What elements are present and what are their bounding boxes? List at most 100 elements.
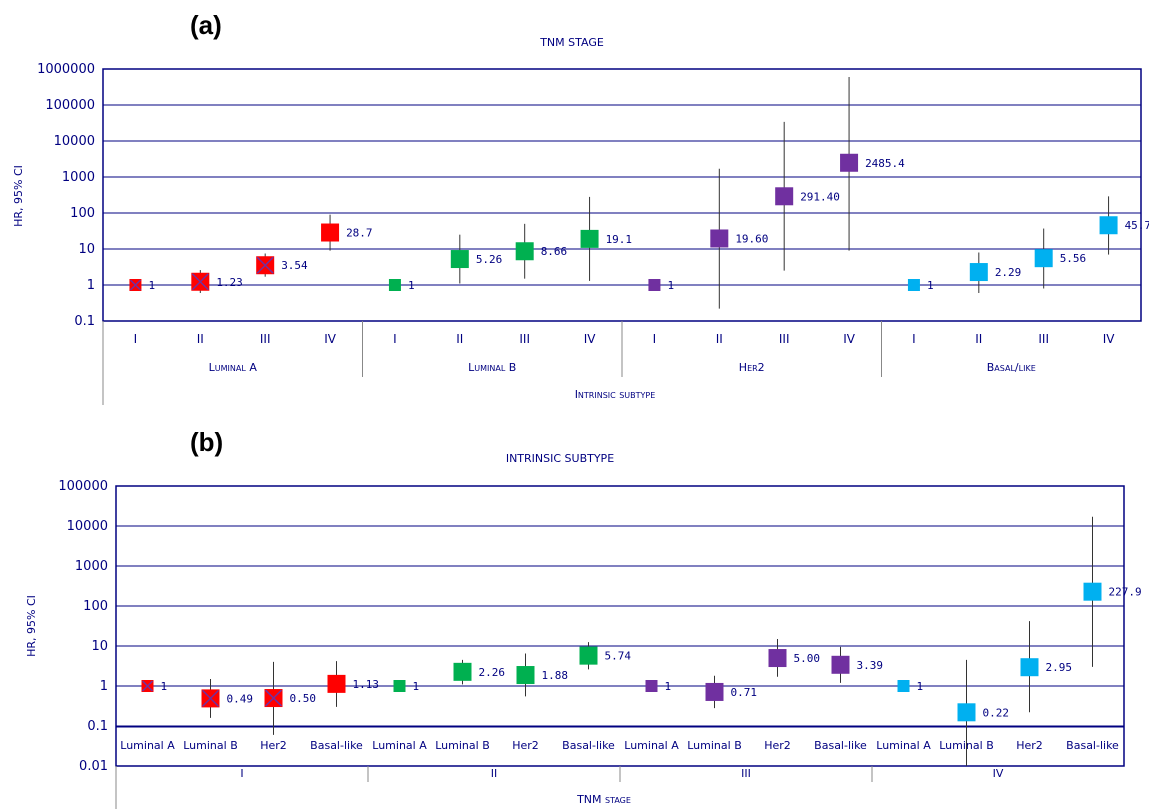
panel-a-category-label: II	[716, 332, 723, 346]
panel-b-ytick-label: 100000	[58, 479, 108, 494]
panel-a-point-cross	[191, 273, 209, 291]
panel-b-data-label: 0.71	[731, 686, 758, 699]
panel-a-point-marker	[775, 187, 794, 206]
panel-b-data-label: 2.26	[479, 666, 506, 679]
panel-b-category-label: Her2	[1016, 739, 1043, 752]
panel-b-data-label: 3.39	[857, 659, 884, 672]
panel-a-data-label: 8.66	[541, 245, 568, 258]
panel-a-point-marker	[648, 279, 661, 291]
panel-b-data-label: 0.49	[227, 692, 254, 705]
panel-a-title: TNM STAGE	[539, 36, 604, 49]
panel-a-category-label: I	[653, 332, 657, 346]
panel-a-group-label: Luminal A	[209, 361, 258, 374]
panel-b-ytick-label: 0.1	[87, 719, 108, 734]
panel-b-category-label: Her2	[764, 739, 791, 752]
panel-a-category-label: IV	[324, 332, 337, 346]
panel-a-category-label: III	[779, 332, 790, 346]
panel-b-category-label: Her2	[260, 739, 287, 752]
panel-a-point-marker	[321, 223, 340, 242]
panel-b-ytick-label: 100	[83, 599, 108, 614]
panel-b-data-label: 1	[413, 680, 420, 693]
panel-b-category-label: Luminal A	[876, 739, 931, 752]
panel-a-point-cross	[256, 256, 274, 274]
panel-b-point-cross	[141, 680, 154, 692]
panel-a-ytick-label: 1000	[62, 170, 95, 185]
panel-b-category-label: Basal-like	[1066, 739, 1119, 752]
panel-a-data-label: 1	[408, 279, 415, 292]
panel-a-data-label: 291.40	[800, 190, 840, 203]
panel-b-plot: 0.01 0.1 1 10 100 1000 10000 100000 I Luminal A 1 L…	[58, 479, 1142, 809]
panel-b-point-marker	[327, 674, 346, 693]
panel-b-point-marker	[957, 703, 976, 722]
panel-b-category-label: Basal-like	[814, 739, 867, 752]
panel-b-category-label: Luminal B	[183, 739, 238, 752]
panel-b-plot-frame	[115, 485, 1125, 767]
panel-a-plot-frame	[102, 68, 1142, 322]
panel-a-data-label: 5.26	[476, 253, 503, 266]
panel-a-data-label: 19.60	[735, 232, 768, 245]
panel-b-data-label: 5.00	[794, 652, 821, 665]
panel-b-ytick-label: 1	[100, 679, 108, 694]
panel-a-data-label: 28.7	[346, 227, 373, 240]
panel-b-data-label: 0.22	[983, 706, 1010, 719]
panel-a-point-marker	[969, 263, 988, 282]
panel-b-point-marker	[453, 662, 472, 681]
panel-a-category-label: IV	[1103, 332, 1116, 346]
panel-a-ytick-label: 1000000	[37, 62, 95, 77]
panel-b-point-marker	[1083, 582, 1102, 601]
panel-a-ytick-label: 0.1	[74, 314, 95, 329]
panel-a-data-label: 1	[148, 279, 155, 292]
panel-b-point-marker	[579, 646, 598, 665]
panel-a-ytick-label: 1	[87, 278, 95, 293]
panel-a-data-label: 1	[927, 279, 934, 292]
panel-a-group-label: Her2	[739, 361, 765, 374]
panel-b-point-cross	[201, 689, 220, 707]
panel-a-point-marker	[1034, 249, 1053, 268]
panel-b-data-label: 5.74	[605, 650, 632, 663]
panel-b-data-label: 0.50	[290, 692, 317, 705]
panel-b-point-marker	[645, 680, 658, 692]
panel-b-point-marker	[831, 655, 850, 674]
panel-b-category-label: Luminal A	[120, 739, 175, 752]
panel-a-category-label: II	[975, 332, 982, 346]
panel-a-point-marker	[1099, 216, 1118, 235]
panel-b-ytick-label: 10000	[67, 519, 108, 534]
panel-b-category-label: Luminal B	[435, 739, 490, 752]
panel-b-point-cross	[264, 689, 283, 707]
panel-a-ytick-label: 100000	[45, 98, 95, 113]
panel-b-category-label: Her2	[512, 739, 539, 752]
panel-b-category-label: Luminal A	[372, 739, 427, 752]
panel-b-ytick-label: 0.01	[79, 759, 108, 774]
panel-b-data-label: 1.88	[542, 669, 569, 682]
panel-a-xlabel: Intrinsic subtype	[575, 388, 656, 401]
panel-b-point-marker	[768, 649, 787, 668]
panel-a-data-label: 2485.4	[865, 157, 905, 170]
panel-a-category-label: I	[134, 332, 138, 346]
panel-a-category-label: III	[1038, 332, 1049, 346]
panel-a-category-label: I	[393, 332, 397, 346]
panel-a-data-label: 1.23	[216, 276, 243, 289]
panel-b-data-label: 227.9	[1109, 586, 1142, 599]
panel-b-data-label: 1	[665, 680, 672, 693]
panel-a-data-label: 19.1	[606, 233, 633, 246]
panel-a-point-marker	[710, 229, 729, 248]
panel-a-group-label: Luminal B	[468, 361, 516, 374]
panel-a-data-label: 45.7	[1125, 219, 1149, 232]
panel-a-ytick-label: 10	[78, 242, 95, 257]
panel-b-group-label: III	[741, 767, 751, 780]
panel-b-data-label: 1	[917, 680, 924, 693]
panel-a-category-label: IV	[843, 332, 856, 346]
panel-b-category-label: Luminal B	[687, 739, 742, 752]
panel-a-data-label: 5.56	[1060, 252, 1087, 265]
panel-a-point-marker	[388, 279, 401, 291]
panel-a-category-label: I	[912, 332, 916, 346]
panel-b-category-label: Basal-like	[310, 739, 363, 752]
panel-b-group-label: II	[491, 767, 498, 780]
panel-b-title: INTRINSIC SUBTYPE	[506, 452, 614, 465]
panel-b-point-marker	[897, 680, 910, 692]
panel-a-data-label: 3.54	[281, 259, 308, 272]
panel-a-ytick-label: 10000	[54, 134, 95, 149]
panel-b-ytick-label: 10	[91, 639, 108, 654]
panel-a-plot: 0.1 1 10 100 1000 10000 100000 1000000 Luminal A…	[37, 62, 1149, 405]
panel-a-ylabel: HR, 95% CI	[12, 165, 25, 227]
